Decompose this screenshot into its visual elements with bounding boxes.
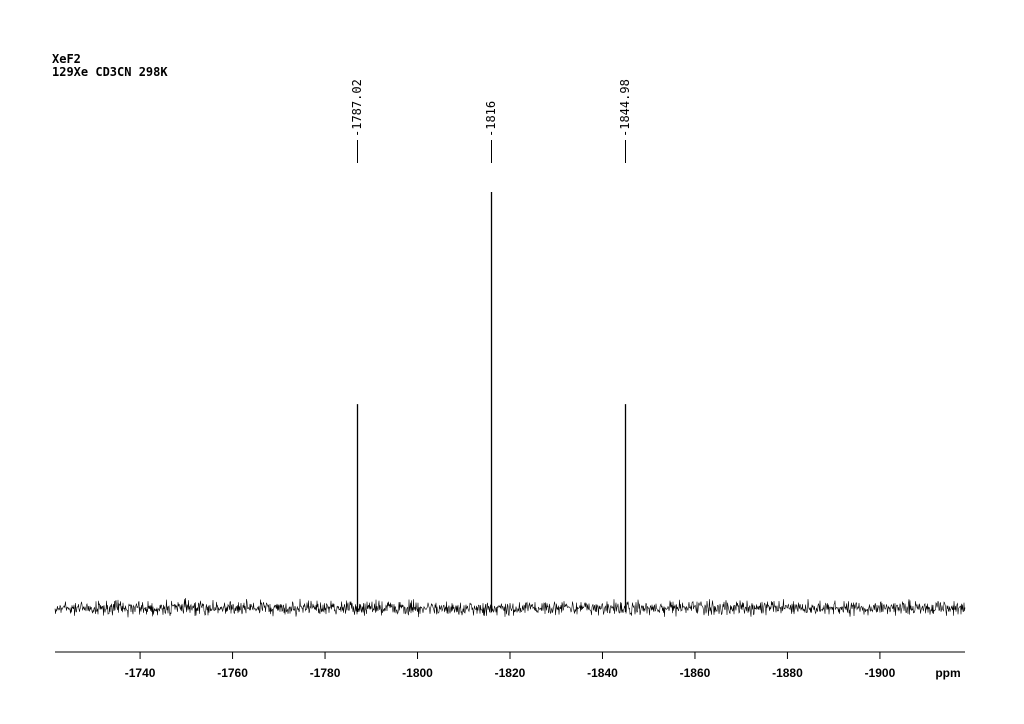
- x-tick-label: -1840: [587, 666, 618, 680]
- chart-title: XeF2: [52, 52, 81, 66]
- baseline-noise: [54, 597, 966, 618]
- x-tick-label: -1820: [495, 666, 526, 680]
- x-tick-label: -1780: [310, 666, 341, 680]
- x-tick-label: -1860: [680, 666, 711, 680]
- x-tick-label: -1760: [217, 666, 248, 680]
- x-tick-label: -1800: [402, 666, 433, 680]
- peak-label: -1844.98: [618, 79, 632, 137]
- peak-label: -1787.02: [350, 79, 364, 137]
- x-axis-label: ppm: [935, 666, 960, 680]
- x-tick-label: -1900: [865, 666, 896, 680]
- x-tick-label: -1740: [125, 666, 156, 680]
- x-tick-label: -1880: [772, 666, 803, 680]
- peak-label: -1816: [484, 101, 498, 137]
- chart-subtitle: 129Xe CD3CN 298K: [52, 65, 168, 79]
